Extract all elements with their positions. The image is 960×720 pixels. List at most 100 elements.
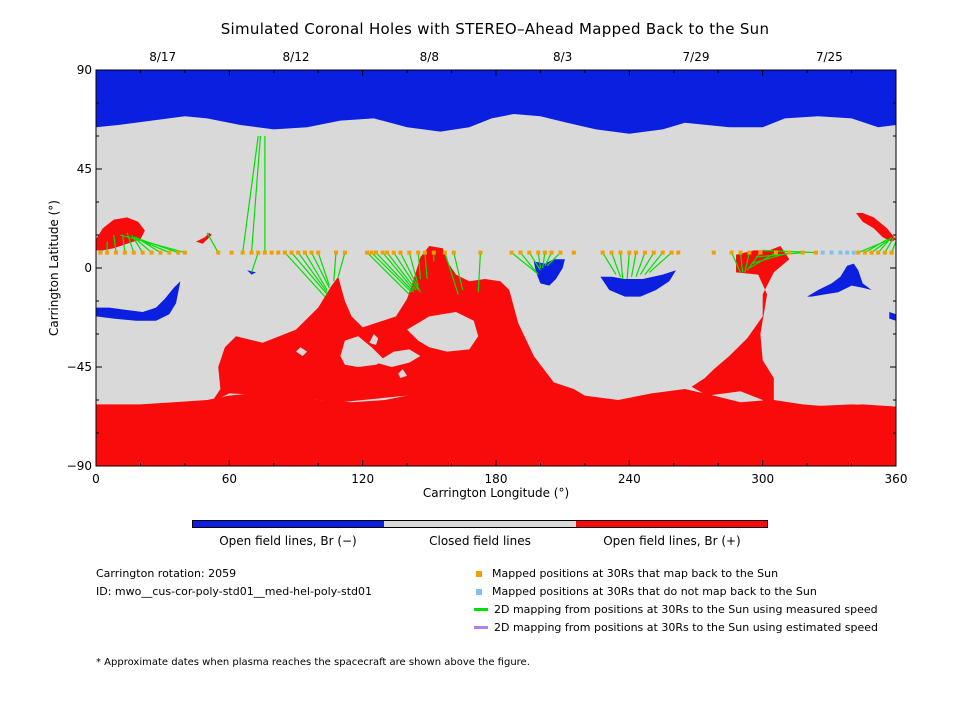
- mapped-point: [131, 250, 136, 255]
- mapped-point: [365, 250, 370, 255]
- carrington-rotation: Carrington rotation: 2059: [96, 567, 237, 580]
- mapping-line: [417, 252, 422, 280]
- legend-label-measured: 2D mapping from positions at 30Rs to the…: [494, 603, 878, 616]
- mapping-line: [744, 252, 750, 273]
- mapping-line: [619, 252, 624, 280]
- date-tick-label: 8/8: [420, 50, 439, 64]
- mapping-line: [366, 252, 410, 295]
- legend-swatch-mapped: [476, 570, 482, 577]
- mapped-point: [302, 250, 307, 255]
- mapping-line: [453, 252, 464, 291]
- unmapped-point: [851, 250, 856, 255]
- mapped-point: [549, 250, 554, 255]
- mapped-point: [240, 250, 245, 255]
- region-blue-335: [807, 263, 872, 297]
- mapped-point: [176, 250, 181, 255]
- mapped-point: [442, 250, 447, 255]
- mapping-line: [297, 252, 328, 293]
- mapping-line: [755, 252, 803, 258]
- mapping-line: [528, 252, 541, 271]
- mapping-line: [399, 252, 421, 293]
- mapping-line: [884, 236, 895, 253]
- y-axis-label: Carrington Latitude (°): [47, 200, 61, 336]
- mapping-line: [610, 252, 622, 278]
- mapping-line: [386, 252, 417, 291]
- unmapped-point: [829, 250, 834, 255]
- model-id: ID: mwo__cus-cor-poly-std01__med-hel-pol…: [96, 585, 372, 598]
- mapped-point: [407, 250, 412, 255]
- mapping-line: [648, 252, 672, 273]
- mapping-line: [375, 252, 415, 293]
- mapped-point: [729, 250, 734, 255]
- colorbar: [192, 520, 768, 528]
- mapped-point: [256, 250, 261, 255]
- region-small-red-1: [196, 232, 212, 244]
- region-blue-199: [533, 259, 565, 286]
- mapping-line: [337, 252, 346, 277]
- region-hole-closed-5: [296, 347, 308, 356]
- mapped-point: [451, 250, 456, 255]
- mapping-line: [635, 252, 646, 278]
- mapping-line: [544, 252, 553, 267]
- mapped-point: [882, 250, 887, 255]
- mapping-line: [393, 252, 419, 291]
- mapped-point: [527, 250, 532, 255]
- mapped-point: [536, 250, 541, 255]
- region-northwest-red: [96, 217, 145, 251]
- mapping-line: [537, 252, 542, 269]
- y-tick-label: 45: [77, 162, 92, 176]
- y-tick-label: 0: [84, 261, 92, 275]
- mapped-point: [558, 250, 563, 255]
- legend-label-estimated: 2D mapping from positions at 30Rs to the…: [494, 621, 879, 634]
- mapping-line: [424, 252, 428, 280]
- mapped-point: [167, 250, 172, 255]
- mapping-line: [746, 252, 761, 271]
- x-tick-label: 360: [885, 472, 908, 486]
- region-blue-245: [600, 270, 676, 297]
- mapped-point: [282, 250, 287, 255]
- date-tick-label: 7/25: [816, 50, 843, 64]
- x-tick-label: 240: [618, 472, 641, 486]
- mapped-point: [334, 250, 338, 255]
- region-hole-closed-3: [376, 349, 421, 367]
- mapped-point: [542, 250, 547, 255]
- mapping-line: [477, 252, 482, 293]
- mapped-point: [571, 250, 576, 255]
- mapped-point: [342, 250, 347, 255]
- colorbar-label-open-negative: Open field lines, Br (−): [219, 534, 357, 548]
- date-tick-label: 8/12: [283, 50, 310, 64]
- legend-label-mapped: Mapped positions at 30Rs that map back t…: [492, 567, 779, 580]
- mapping-line: [311, 252, 330, 289]
- mapped-point: [374, 250, 378, 255]
- mapped-point: [182, 250, 187, 255]
- mapping-line: [519, 252, 539, 275]
- mapping-line: [602, 252, 617, 275]
- mapping-line: [864, 238, 888, 254]
- legend-item-measured: 2D mapping from positions at 30Rs to the…: [474, 603, 878, 616]
- mapped-point: [676, 250, 681, 255]
- mapped-point: [660, 250, 665, 255]
- mapping-line: [242, 135, 259, 253]
- mapped-point: [269, 250, 274, 255]
- mapped-point: [876, 250, 881, 255]
- legend-item-estimated: 2D mapping from positions at 30Rs to the…: [474, 621, 878, 634]
- mapped-point: [149, 250, 154, 255]
- mapping-line: [250, 252, 259, 273]
- mapped-point: [889, 250, 894, 255]
- mapped-point: [229, 250, 234, 255]
- mapped-point: [747, 250, 752, 255]
- mapping-line: [731, 252, 741, 273]
- mapping-line: [626, 252, 630, 280]
- legend-label-not-mapped: Mapped positions at 30Rs that do not map…: [492, 585, 817, 598]
- mapped-point: [711, 250, 716, 255]
- region-blue-small-70: [247, 270, 256, 275]
- mapped-point: [856, 250, 861, 255]
- mapping-line: [408, 252, 419, 286]
- mapping-line: [126, 232, 135, 253]
- colorbar-label-open-positive: Open field lines, Br (+): [603, 534, 741, 548]
- mapped-point: [416, 250, 421, 255]
- mapped-point: [262, 250, 267, 255]
- legend-item-not-mapped: Mapped positions at 30Rs that do not map…: [476, 585, 817, 598]
- mapped-point: [634, 250, 638, 255]
